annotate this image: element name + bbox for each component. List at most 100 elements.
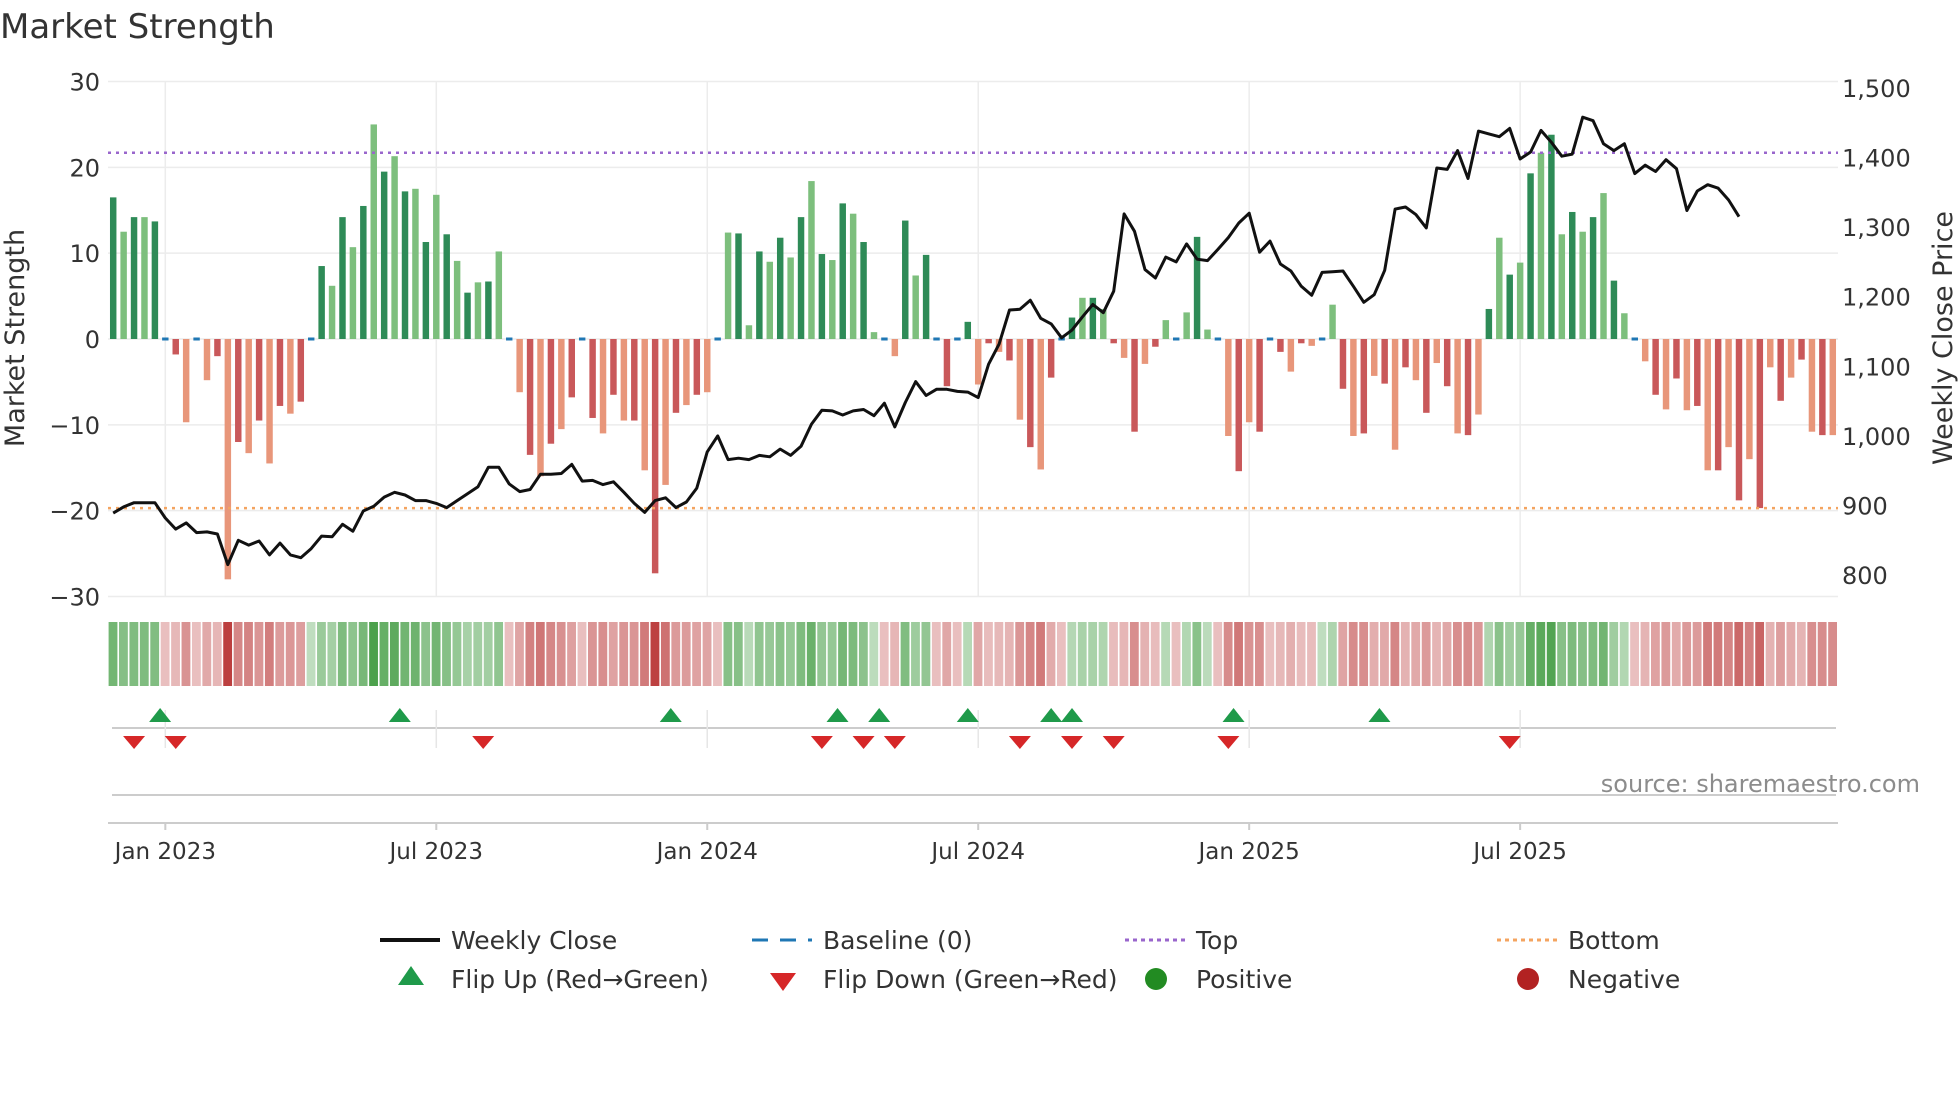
strength-bar	[172, 339, 179, 355]
strength-bar	[745, 325, 753, 339]
strength-bar	[620, 339, 628, 421]
flip-down-marker	[1061, 736, 1084, 749]
heat-cell	[1296, 622, 1306, 686]
heat-cell	[598, 622, 608, 686]
strength-bar	[1527, 173, 1534, 339]
heat-cell	[848, 622, 858, 686]
heat-cell	[858, 622, 868, 686]
strength-bar	[1225, 339, 1232, 436]
heat-cell	[494, 622, 504, 686]
strength-bar	[589, 339, 596, 418]
heat-cell	[1004, 622, 1014, 686]
heat-cell	[275, 622, 285, 686]
strength-bar	[1047, 339, 1055, 378]
heat-cell	[515, 622, 524, 686]
heat-cell	[1578, 622, 1587, 686]
heat-cell	[452, 622, 462, 686]
strength-bar	[1735, 339, 1743, 501]
legend-weekly-close: Weekly Close	[380, 926, 617, 955]
x-tick-label: Jul 2023	[387, 839, 483, 865]
right-axis-ticks: 1,500 1,400 1,300 1,200 1,100 1,000 900 800	[1842, 75, 1911, 590]
left-tick-label: 20	[69, 154, 100, 182]
strength-bar	[1235, 339, 1242, 472]
heat-cell	[1765, 622, 1775, 686]
strength-bar	[1621, 313, 1628, 339]
right-tick-label: 1,300	[1842, 214, 1911, 242]
strength-bars	[109, 124, 1837, 580]
strength-bar	[412, 188, 419, 339]
strength-bar	[766, 261, 774, 339]
heat-cell	[629, 622, 639, 686]
heat-cell	[160, 622, 170, 686]
heat-cell	[1161, 622, 1171, 686]
heat-cell	[1380, 622, 1389, 686]
heat-cell	[640, 622, 649, 686]
strength-bar	[724, 232, 732, 339]
strength-bar	[1287, 339, 1295, 372]
strength-bar	[1829, 339, 1837, 436]
strength-bar	[453, 260, 461, 339]
heat-cell	[1828, 622, 1837, 686]
heat-cell	[869, 622, 879, 686]
strength-bar	[922, 254, 930, 339]
strength-bar	[1454, 339, 1461, 434]
heat-cell	[421, 622, 431, 686]
heat-cell	[139, 622, 149, 686]
heat-cell	[223, 622, 233, 686]
heat-cell	[1505, 622, 1514, 686]
strength-bar	[1683, 339, 1691, 411]
strength-bar	[1558, 234, 1566, 339]
heat-cell	[921, 622, 931, 686]
heat-cell	[681, 622, 691, 686]
heat-cell	[1129, 622, 1139, 686]
strength-bar	[1329, 304, 1336, 339]
strength-bar	[297, 339, 305, 402]
strength-bar	[1371, 339, 1378, 376]
strength-bar	[443, 234, 450, 339]
flip-grid-lines	[164, 710, 1521, 748]
negative-dot-icon	[1517, 968, 1539, 990]
heat-cell	[1432, 622, 1441, 686]
heat-cell	[1307, 622, 1316, 686]
heat-cell	[379, 622, 389, 686]
heat-cell	[431, 622, 441, 686]
legend-bottom-label: Bottom	[1568, 926, 1660, 955]
strength-bar	[1808, 339, 1816, 432]
x-tick-label: Jul 2025	[1471, 839, 1567, 865]
heat-cell	[1338, 622, 1348, 686]
strength-bar	[255, 339, 263, 421]
heat-cell	[317, 622, 326, 686]
strength-bar	[422, 242, 430, 339]
strength-bar	[1516, 262, 1524, 339]
strength-bar	[1714, 339, 1722, 471]
heat-cell	[1703, 622, 1712, 686]
heat-cell	[1359, 622, 1369, 686]
heat-cell	[410, 622, 420, 686]
heat-cell	[306, 622, 316, 686]
strength-bar	[599, 339, 607, 434]
strength-bar	[516, 339, 523, 393]
heat-cell	[1796, 622, 1806, 686]
heat-cell	[796, 622, 806, 686]
heat-cell	[713, 622, 722, 686]
strength-bar	[1360, 339, 1368, 434]
strength-bar	[141, 217, 148, 339]
strength-bar	[1787, 339, 1795, 378]
heat-cell	[1036, 622, 1045, 686]
heat-cell	[1484, 622, 1494, 686]
heat-cell	[1390, 622, 1400, 686]
flip-down-marker	[810, 736, 833, 749]
strength-bar	[1006, 339, 1013, 361]
heat-cell	[942, 622, 952, 686]
strength-bar	[1610, 280, 1618, 339]
heat-cell	[1473, 622, 1483, 686]
heat-cell	[671, 622, 681, 686]
strength-bar	[1402, 339, 1409, 368]
heat-cell	[900, 622, 910, 686]
right-tick-label: 1,100	[1842, 353, 1911, 381]
grid-lines	[108, 80, 1838, 598]
strength-bar	[151, 221, 159, 339]
flip-up-marker	[388, 708, 411, 722]
heat-cell	[765, 622, 774, 686]
heat-cell	[973, 622, 983, 686]
